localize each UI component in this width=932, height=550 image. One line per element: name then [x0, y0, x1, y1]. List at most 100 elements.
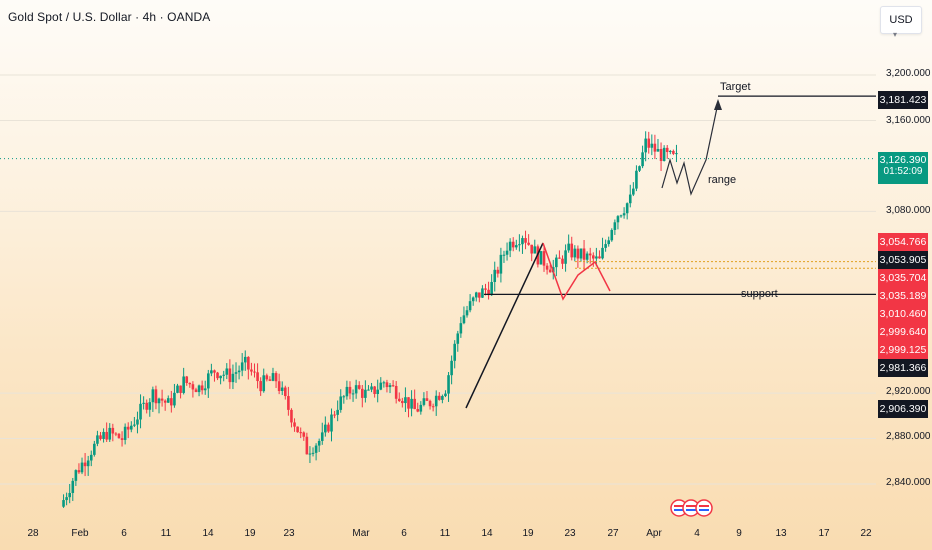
candle-body: [361, 388, 364, 398]
candle-body: [145, 402, 148, 410]
candle-body: [478, 292, 481, 298]
candle-body: [256, 372, 259, 382]
candle-body: [213, 370, 216, 373]
currency-dropdown-icon[interactable]: ▾: [893, 30, 898, 39]
candle-body: [348, 386, 352, 394]
candle-body: [333, 414, 336, 416]
candle-body: [669, 150, 672, 153]
projection-path: [661, 102, 719, 196]
candle-body: [505, 250, 509, 255]
price-label: 3,010.460: [878, 305, 928, 323]
candle-body: [582, 248, 586, 260]
candle-body: [320, 432, 324, 441]
candle-body: [579, 248, 583, 259]
candle-body: [481, 288, 484, 298]
candle-body: [182, 376, 185, 393]
candle-body: [665, 147, 669, 153]
candle-body: [422, 398, 426, 405]
candle-body: [650, 143, 654, 148]
candle-body: [317, 440, 321, 446]
candle-body: [647, 138, 651, 148]
candle-body: [179, 385, 182, 393]
candle-body: [188, 382, 192, 385]
candle-body: [570, 243, 574, 258]
candle-body: [342, 396, 346, 398]
candle-body: [471, 297, 475, 302]
price-label: 3,035.704: [878, 269, 928, 287]
candle-body: [672, 150, 675, 154]
price-label: 2,981.366: [878, 359, 928, 377]
candle-body: [394, 386, 398, 399]
x-tick: 23: [283, 528, 295, 539]
candle-body: [173, 392, 176, 406]
candle-body: [108, 427, 112, 440]
candle-body: [357, 385, 361, 389]
candle-body: [265, 375, 269, 380]
x-tick: 14: [481, 528, 493, 539]
y-tick: 3,160.000: [886, 115, 931, 126]
candle-body: [327, 424, 330, 432]
candle-body: [515, 245, 518, 248]
candle-body: [89, 454, 93, 461]
x-tick: 14: [202, 528, 214, 539]
candle-body: [450, 360, 453, 376]
candle-body: [151, 389, 155, 403]
x-tick: 6: [401, 528, 407, 539]
price-label: 3,054.766: [878, 233, 928, 251]
candle-body: [410, 398, 413, 409]
candle-body: [351, 393, 355, 395]
candle-body: [625, 203, 629, 214]
candle-body: [619, 215, 623, 217]
candle-body: [567, 243, 570, 251]
x-tick: 19: [522, 528, 534, 539]
candle-body: [170, 398, 173, 406]
candle-body: [456, 333, 460, 344]
candle-body: [653, 143, 657, 152]
candle-body: [240, 362, 244, 371]
candle-body: [474, 292, 478, 298]
currency-button[interactable]: USD: [880, 6, 922, 34]
candle-body: [253, 371, 256, 373]
candle-body: [438, 395, 441, 400]
candle-body: [86, 460, 90, 467]
candle-body: [388, 385, 392, 388]
candle-body: [628, 194, 632, 204]
x-tick: 28: [27, 528, 39, 539]
x-tick: 9: [736, 528, 742, 539]
candle-body: [376, 389, 379, 395]
candle-body: [225, 368, 229, 375]
candle-body: [262, 375, 266, 392]
candle-body: [425, 398, 429, 401]
candle-body: [601, 247, 604, 259]
flag-stripe: [699, 505, 709, 507]
candle-body: [385, 382, 389, 388]
support-annotation: support: [741, 288, 778, 300]
candle-body: [459, 323, 463, 334]
candle-body: [62, 500, 65, 507]
candle-body: [508, 241, 512, 251]
candle-body: [379, 382, 383, 390]
candle-body: [163, 400, 167, 403]
candle-body: [314, 445, 318, 453]
candle-body: [530, 244, 533, 254]
candle-body: [548, 269, 552, 273]
candle-body: [431, 406, 435, 408]
candle-body: [391, 385, 395, 387]
candle-body: [558, 257, 561, 259]
candle-body: [635, 170, 638, 189]
candle-body: [428, 400, 432, 407]
y-tick: 2,920.000: [886, 386, 931, 397]
price-label: 3,035.189: [878, 287, 928, 305]
candle-body: [296, 426, 299, 433]
candle-body: [142, 402, 145, 404]
bar-countdown: 01:52:09: [883, 166, 923, 177]
candle-body: [222, 374, 225, 376]
candle-body: [120, 438, 124, 440]
candle-body: [521, 238, 524, 245]
candle-body: [487, 289, 490, 296]
candle-body: [545, 265, 549, 270]
candle-body: [117, 433, 121, 439]
symbol-title: Gold Spot / U.S. Dollar · 4h · OANDA: [8, 10, 211, 24]
candle-body: [311, 452, 315, 454]
